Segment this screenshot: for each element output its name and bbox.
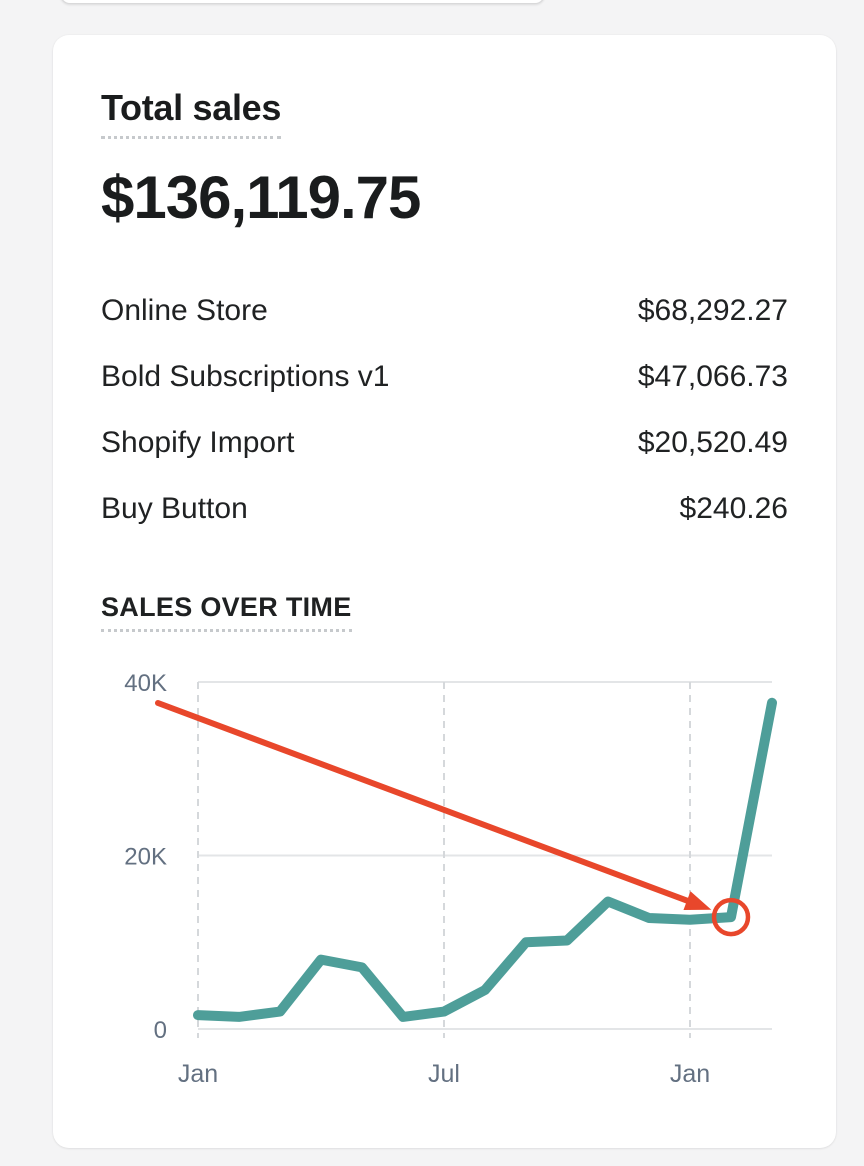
sales-over-time-label[interactable]: SALES OVER TIME bbox=[101, 592, 352, 632]
channel-amount: $20,520.49 bbox=[637, 426, 788, 459]
total-sales-title[interactable]: Total sales bbox=[101, 87, 281, 139]
channel-name: Bold Subscriptions v1 bbox=[101, 360, 390, 393]
annotation-circle bbox=[711, 897, 751, 937]
previous-card-bottom-edge bbox=[60, 0, 545, 4]
y-axis-tick-label: 0 bbox=[154, 1017, 167, 1044]
channel-list: Online Store $68,292.27 Bold Subscriptio… bbox=[101, 278, 788, 542]
channel-amount: $68,292.27 bbox=[637, 294, 788, 327]
channel-name: Online Store bbox=[101, 294, 268, 327]
total-sales-amount: $136,119.75 bbox=[101, 164, 421, 231]
channel-row: Online Store $68,292.27 bbox=[101, 278, 788, 344]
y-axis-tick-label: 20K bbox=[124, 844, 167, 871]
channel-name: Shopify Import bbox=[101, 426, 295, 459]
channel-row: Buy Button $240.26 bbox=[101, 476, 788, 542]
y-axis-tick-label: 40K bbox=[124, 670, 167, 697]
x-axis-tick-label: Jan bbox=[178, 1060, 218, 1088]
total-sales-card[interactable]: Total sales $136,119.75 Online Store $68… bbox=[53, 35, 836, 1148]
channel-row: Shopify Import $20,520.49 bbox=[101, 410, 788, 476]
annotation-arrow-line bbox=[155, 700, 696, 906]
x-axis-tick-label: Jan bbox=[670, 1060, 710, 1088]
channel-amount: $47,066.73 bbox=[637, 360, 788, 393]
channel-row: Bold Subscriptions v1 $47,066.73 bbox=[101, 344, 788, 410]
sales-line bbox=[193, 697, 777, 1022]
channel-name: Buy Button bbox=[101, 492, 248, 525]
channel-amount: $240.26 bbox=[679, 492, 788, 525]
x-axis-tick-label: Jul bbox=[428, 1060, 460, 1088]
annotation-arrowhead bbox=[683, 891, 712, 911]
